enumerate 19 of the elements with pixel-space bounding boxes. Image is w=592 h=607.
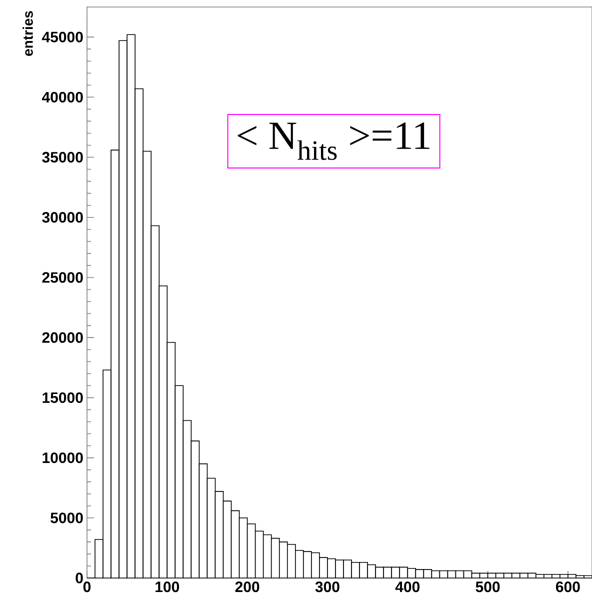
x-tick-label: 600 (556, 582, 580, 592)
annotation: < N$_{hits}$ >=11 (238, 122, 430, 160)
x-tick-label: 0 (83, 582, 91, 592)
x-tick-label: 500 (476, 582, 500, 592)
y-tick-label: 25000 (42, 272, 83, 283)
x-tick-label: 400 (395, 582, 420, 592)
y-tick-label: 45000 (42, 32, 83, 42)
x-tick-label: 300 (315, 582, 340, 592)
y-tick-label: 10000 (42, 452, 83, 464)
y-tick-label: 30000 (42, 212, 83, 223)
y-axis-title: entries (22, 11, 33, 56)
y-tick-label: 35000 (42, 152, 83, 163)
y-tick-label: 15000 (42, 392, 83, 403)
x-tick-label: 100 (156, 582, 180, 592)
y-tick-label: 5000 (50, 512, 83, 524)
y-tick-label: 0 (76, 572, 83, 584)
y-tick-label: 40000 (42, 92, 83, 102)
x-tick-label: 200 (235, 582, 260, 592)
y-tick-label: 20000 (42, 332, 83, 343)
